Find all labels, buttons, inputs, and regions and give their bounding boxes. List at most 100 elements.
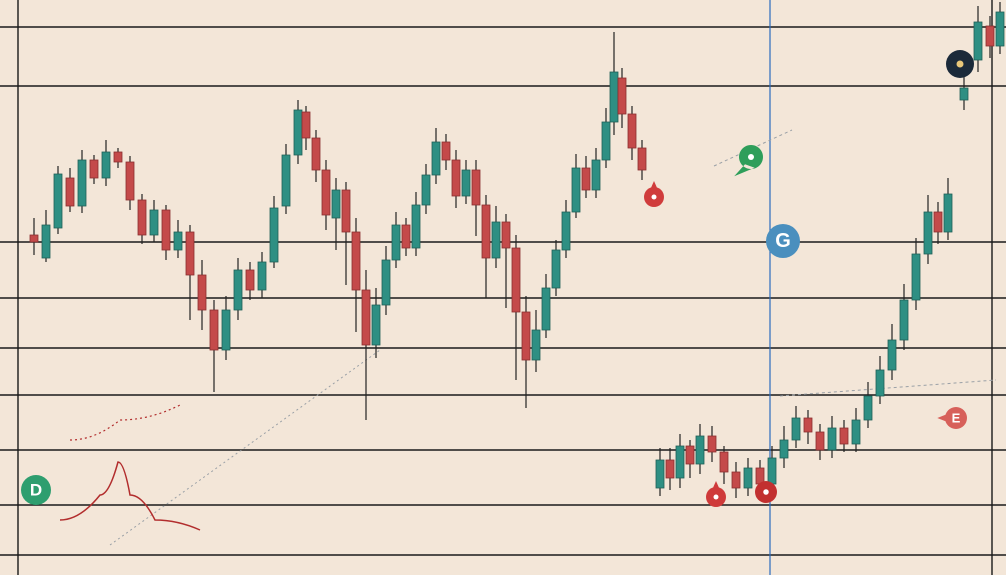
candle-body [54,174,62,228]
candle-body [924,212,932,254]
candle-body [30,235,38,242]
candle-body [482,205,490,258]
candle-body [392,225,400,260]
marker-red-pin-3[interactable] [755,481,777,503]
marker-label: D [30,481,42,500]
marker-D[interactable]: D [21,475,51,505]
candle-body [186,232,194,275]
candle-body [150,210,158,235]
candle-body [720,452,728,472]
candle-body [332,190,340,218]
candle-body [522,312,530,360]
candle-body [342,190,350,232]
candle-body [294,110,302,155]
candle-body [102,152,110,178]
candle-body [864,396,872,420]
candle-body [402,225,410,248]
candle-body [382,260,390,305]
candle-body [222,310,230,350]
candle-body [852,420,860,444]
candle-body [138,200,146,235]
candle-body [732,472,740,488]
marker-G[interactable]: G [766,224,800,258]
candle-body [302,112,310,138]
candle-body [618,78,626,114]
candle-body [768,458,776,484]
candle-body [412,205,420,248]
marker-dot [763,489,769,495]
candle-body [572,168,580,212]
candle-body [258,262,266,290]
candle-body [780,440,788,458]
candlestick-chart: D G E [0,0,1006,575]
marker-label: G [775,230,791,252]
candle-body [592,160,600,190]
candle-body [234,270,242,310]
candle-body [816,432,824,450]
candle-body [602,122,610,160]
candle-body [804,418,812,432]
candle-body [362,290,370,345]
candle-body [628,114,636,148]
candle-body [282,155,290,206]
candle-body [162,210,170,250]
marker-label: E [952,411,961,426]
marker-dot [748,154,754,160]
candle-body [610,72,618,122]
candle-body [352,232,360,290]
candle-body [828,428,836,450]
candle-body [198,275,206,310]
candle-body [986,26,994,46]
candle-body [462,170,470,196]
candle-body [912,254,920,300]
candle-body [542,288,550,330]
candle-body [210,310,218,350]
candle-body [944,194,952,232]
candle-body [960,88,968,100]
candle-body [78,160,86,206]
candle-body [974,22,982,60]
candle-body [322,170,330,215]
candle-body [638,148,646,170]
candle-body [562,212,570,250]
candle-body [900,300,908,340]
candle-body [996,12,1004,46]
candle-body [472,170,480,205]
candle-body [312,138,320,170]
candle-body [876,370,884,396]
candle-body [174,232,182,250]
candle-body [934,212,942,232]
candle-body [656,460,664,488]
candle-body [696,436,704,464]
candle-body [792,418,800,440]
candle-body [114,152,122,162]
marker-dot [652,195,657,200]
candle-body [42,225,50,258]
candle-body [532,330,540,360]
candle-body [686,446,694,464]
marker-dot [714,495,719,500]
candle-body [432,142,440,175]
candle-body [676,446,684,478]
candle-body [708,436,716,452]
candle-body [246,270,254,290]
candle-body [270,208,278,262]
marker-dark-badge[interactable] [946,50,974,78]
candle-body [126,162,134,200]
candle-body [552,250,560,288]
candle-body [452,160,460,196]
candle-body [666,460,674,478]
candle-body [492,222,500,258]
candle-body [512,248,520,312]
candle-body [372,305,380,345]
candle-body [840,428,848,444]
candle-body [442,142,450,160]
marker-dot [957,61,964,68]
candle-body [66,178,74,206]
candle-body [744,468,752,488]
candle-body [502,222,510,248]
candle-body [422,175,430,205]
candle-body [90,160,98,178]
candle-body [888,340,896,370]
candle-body [582,168,590,190]
